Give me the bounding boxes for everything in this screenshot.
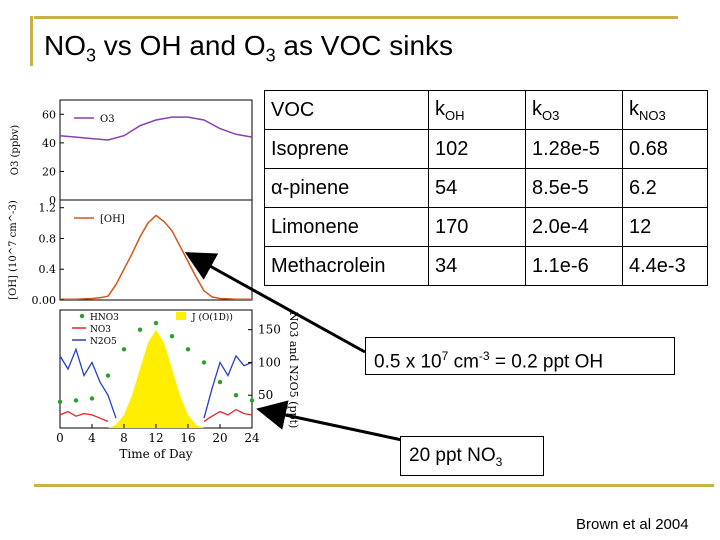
n2o5-series-line [59, 347, 117, 419]
legend-swatch [79, 313, 85, 319]
table-row: α-pinene 54 8.5e-5 6.2 [264, 168, 708, 208]
x-tick-label: 12 [148, 431, 163, 445]
hno3-point [105, 373, 111, 378]
o3-series-line [59, 116, 253, 141]
x-tick-label: 16 [180, 431, 195, 445]
slide-title: NO3 vs OH and O3 as VOC sinks [44, 30, 454, 66]
hno3-point [57, 399, 63, 404]
table-cell: 0.68 [622, 129, 708, 169]
oh-series-line [60, 214, 252, 300]
bottom-rule [34, 484, 714, 487]
table-header-row: VOC kOH kO3 kNO3 [264, 90, 708, 130]
legend-label: J (O(1D)) [191, 312, 233, 323]
hno3-point [217, 379, 223, 385]
hno3-point [73, 398, 79, 403]
y-tick-label: 1.2 [39, 202, 57, 215]
table-cell: Methacrolein [264, 246, 429, 286]
hno3-point [121, 347, 127, 352]
legend-swatch [176, 312, 186, 320]
left-rule [30, 16, 33, 66]
hno3-point [185, 347, 191, 352]
y-tick-label: 0.8 [39, 232, 57, 245]
x-tick-label: 20 [212, 431, 227, 445]
j-o1d-area [108, 329, 204, 428]
hno3-point [89, 396, 95, 401]
hno3-point [201, 360, 207, 365]
y-tick-label: 20 [42, 165, 56, 178]
table-cell: 12 [622, 207, 708, 247]
hno3-point [249, 398, 255, 403]
y-tick-label: 100 [258, 355, 281, 369]
legend-label: HNO3 [90, 313, 119, 323]
table-row: Limonene 170 2.0e-4 12 [264, 207, 708, 247]
y-tick-label: 150 [258, 323, 281, 337]
citation: Brown et al 2004 [576, 516, 689, 533]
n2o5-series-line [203, 354, 253, 419]
hno3-point [233, 393, 239, 398]
hno3-point [169, 334, 175, 339]
x-tick-label: 24 [244, 431, 260, 445]
table-cell: 34 [428, 246, 526, 286]
y-tick-label: 0.4 [39, 263, 57, 276]
table-cell: 2.0e-4 [525, 207, 623, 247]
top-rule [34, 16, 678, 19]
oh-callout: 0.5 x 107 cm-3 = 0.2 ppt OH [365, 337, 675, 375]
y-axis-label: [OH] (10^7 cm^-3) [8, 200, 19, 300]
no3-series-line [203, 408, 253, 422]
legend-label: O3 [100, 114, 115, 125]
y-axis-label: NO3 and N2O5 (ppt) [287, 312, 300, 429]
y-tick-label: 40 [42, 137, 56, 150]
table-cell: Limonene [264, 207, 429, 247]
x-tick-label: 8 [120, 431, 128, 445]
legend-label: [OH] [100, 214, 125, 225]
hno3-point [137, 327, 143, 332]
x-axis-label: Time of Day [119, 447, 192, 461]
y-tick-label: 50 [258, 388, 273, 402]
table-cell: α-pinene [264, 168, 429, 208]
y-tick-label: 60 [42, 108, 56, 121]
table-cell: 6.2 [622, 168, 708, 208]
panel-frame [59, 199, 253, 301]
y-tick-label: 0 [49, 194, 56, 207]
y-tick-label: 0.00 [32, 294, 57, 307]
rate-constant-table: VOC kOH kO3 kNO3 Isoprene 102 1.28e-5 0.… [264, 90, 708, 286]
header-voc: VOC [264, 90, 429, 130]
legend-label: NO3 [90, 325, 111, 335]
no3-series-line [59, 410, 109, 423]
table-cell: 1.28e-5 [525, 129, 623, 169]
no3-arrow [256, 400, 403, 442]
panel-frame [59, 99, 253, 201]
table-cell: 1.1e-6 [525, 246, 623, 286]
legend-label: N2O5 [90, 337, 117, 347]
oh-arrow [184, 252, 366, 354]
table-row: Methacrolein 34 1.1e-6 4.4e-3 [264, 246, 708, 286]
no3-callout: 20 ppt NO3 [400, 436, 544, 476]
y-axis-label: O3 (ppbv) [10, 125, 21, 175]
x-tick-label: 4 [88, 431, 96, 445]
hno3-point [153, 320, 159, 326]
header-kno3: kNO3 [622, 90, 708, 130]
x-tick-label: 0 [56, 431, 64, 445]
table-cell: 4.4e-3 [622, 246, 708, 286]
